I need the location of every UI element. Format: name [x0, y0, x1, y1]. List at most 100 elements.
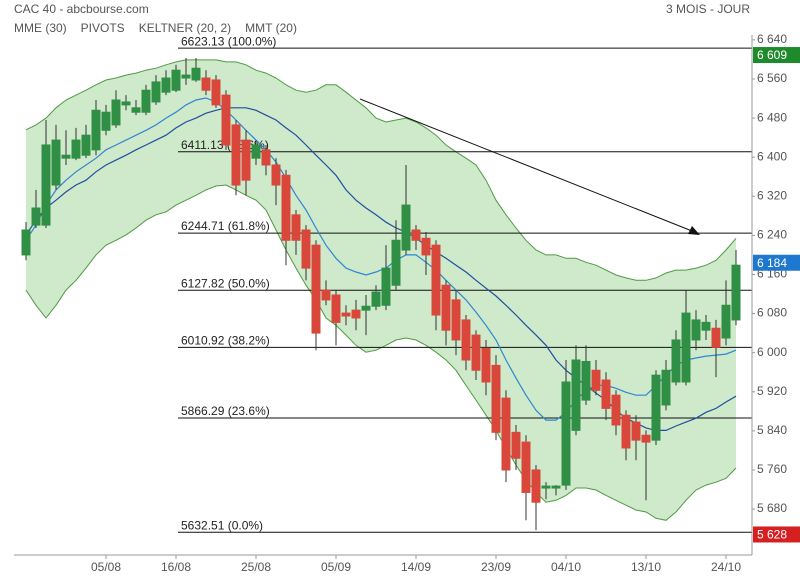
candle-body: [161, 77, 171, 93]
candle-body: [71, 139, 81, 159]
candle-body: [521, 441, 531, 493]
candle-body: [321, 289, 331, 301]
candle-body: [281, 174, 291, 241]
candle-body: [711, 327, 721, 348]
fib-label: 6623.13 (100.0%): [181, 34, 276, 48]
candle-body: [81, 134, 91, 156]
chart-title: CAC 40 - abcbourse.com: [14, 2, 149, 16]
trend-arrow-head: [688, 226, 700, 235]
candle-body: [681, 312, 691, 383]
candle-body: [291, 214, 301, 241]
legend-entry: PIVOTS: [81, 21, 125, 35]
candle-body: [531, 469, 541, 503]
candle-body: [101, 111, 111, 131]
candle-body: [541, 485, 551, 489]
candle-body: [511, 431, 521, 459]
period: 3 MOIS - JOUR: [666, 2, 750, 16]
candle-body: [371, 291, 381, 307]
fib-label: 5866.29 (23.6%): [181, 404, 270, 418]
y-tick-label: 6 080: [757, 306, 787, 320]
y-tick-label: 6 560: [757, 71, 787, 85]
x-tick-label: 23/09: [481, 560, 511, 574]
candle-body: [21, 229, 31, 256]
candle-body: [331, 294, 341, 323]
price-tag: [753, 526, 800, 543]
candle-body: [381, 267, 391, 306]
trend-arrow: [359, 98, 693, 232]
candle-body: [581, 360, 591, 401]
candle-body: [231, 124, 241, 186]
candle-body: [501, 397, 511, 471]
fib-label: 5632.51 (0.0%): [181, 518, 263, 532]
price-tag: [753, 254, 800, 271]
candle-body: [241, 139, 251, 181]
candle-body: [651, 374, 661, 441]
candle-body: [701, 321, 711, 331]
x-tick-label: 05/08: [91, 560, 121, 574]
candle-body: [111, 99, 121, 126]
keltner-upper: [25, 59, 737, 281]
plot-area: 6623.13 (100.0%)6411.13 (78.6%)6244.71 (…: [21, 34, 752, 533]
x-tick-label: 25/08: [241, 560, 271, 574]
candle-body: [221, 94, 231, 146]
price-tag-label: 5 628: [757, 528, 787, 542]
candle-body: [201, 77, 211, 91]
candle-body: [431, 244, 441, 316]
y-tick-label: 5 760: [757, 462, 787, 476]
candle-body: [301, 229, 311, 269]
candle-body: [191, 67, 201, 81]
y-tick-label: 5 840: [757, 423, 787, 437]
legend-entry: KELTNER (20, 2): [139, 21, 231, 35]
candle-body: [211, 79, 221, 106]
x-tick-label: 05/09: [321, 560, 351, 574]
candle-body: [471, 334, 481, 371]
legend-entry: MME (30): [14, 21, 67, 35]
candle-body: [351, 309, 361, 319]
y-tick-label: 6 480: [757, 110, 787, 124]
candle-body: [411, 229, 421, 241]
candle-body: [31, 207, 41, 226]
x-tick-label: 24/10: [711, 560, 741, 574]
y-tick-label: 5 680: [757, 501, 787, 515]
candle-body: [611, 394, 621, 426]
y-tick-label: 6 000: [757, 345, 787, 359]
price-tag-label: 6 609: [757, 48, 787, 62]
candle-body: [91, 109, 101, 151]
y-tick-label: 6 320: [757, 188, 787, 202]
price-tag: [753, 47, 800, 64]
x-tick-label: 16/08: [161, 560, 191, 574]
price-tag-label: 6 184: [757, 256, 787, 270]
candle-body: [61, 154, 71, 159]
candle-body: [461, 319, 471, 361]
legend-entry: MMT (20): [245, 21, 297, 35]
candle-body: [311, 244, 321, 334]
candle-body: [731, 264, 741, 321]
candle-body: [171, 69, 181, 91]
candle-body: [561, 381, 571, 486]
candle-body: [551, 485, 561, 489]
candle-body: [271, 164, 281, 186]
candle-body: [491, 364, 501, 433]
candle-body: [261, 149, 271, 166]
candle-body: [691, 319, 701, 341]
candle-body: [641, 434, 651, 443]
candle-body: [141, 89, 151, 113]
candle-body: [151, 81, 161, 103]
candle-body: [601, 379, 611, 409]
candle-body: [41, 144, 51, 226]
candle-body: [131, 107, 141, 113]
candle-body: [481, 347, 491, 383]
candle-body: [401, 204, 411, 251]
candle-body: [661, 369, 671, 406]
candle-body: [721, 304, 731, 339]
candle-body: [621, 414, 631, 449]
moving-average: [25, 97, 737, 421]
candle-body: [451, 299, 461, 341]
candle-body: [121, 101, 131, 106]
fib-label: 6010.92 (38.2%): [181, 334, 270, 348]
candle-body: [441, 284, 451, 331]
fib-label: 6127.82 (50.0%): [181, 276, 270, 290]
fib-label: 6244.71 (61.8%): [181, 219, 270, 233]
candle-body: [361, 305, 371, 311]
